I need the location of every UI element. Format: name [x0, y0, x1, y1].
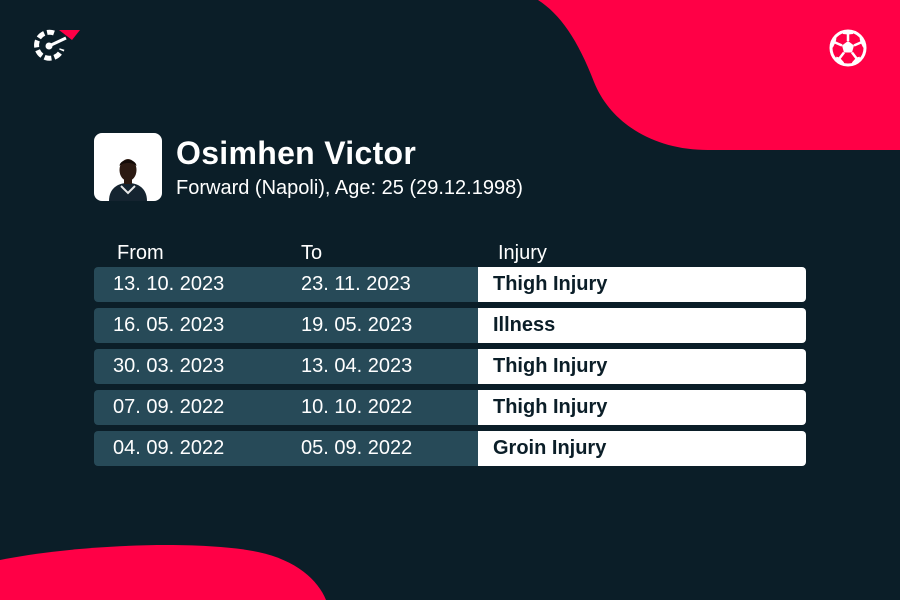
player-photo — [94, 133, 162, 201]
row-injury: Thigh Injury — [478, 349, 806, 384]
to-date: 10. 10. 2022 — [301, 396, 413, 418]
player-silhouette-icon — [109, 159, 147, 201]
bottom-left-accent-shape — [0, 545, 326, 600]
player-details: Forward (Napoli), Age: 25 (29.12.1998) — [176, 177, 523, 199]
injury-type: Groin Injury — [493, 437, 607, 459]
to-date: 05. 09. 2022 — [301, 437, 413, 459]
table-row: 04. 09. 2022 05. 09. 2022 Groin Injury — [94, 431, 806, 466]
table-row: 13. 10. 2023 23. 11. 2023 Thigh Injury — [94, 267, 806, 302]
injury-type: Thigh Injury — [493, 355, 608, 377]
row-injury: Groin Injury — [478, 431, 806, 466]
injury-type: Thigh Injury — [493, 273, 608, 295]
row-dates: 16. 05. 2023 19. 05. 2023 — [94, 308, 478, 343]
injury-type: Thigh Injury — [493, 396, 608, 418]
row-dates: 13. 10. 2023 23. 11. 2023 — [94, 267, 478, 302]
column-header-injury: Injury — [498, 242, 547, 264]
from-date: 13. 10. 2023 — [113, 273, 225, 295]
to-date: 19. 05. 2023 — [301, 314, 413, 336]
from-date: 07. 09. 2022 — [113, 396, 225, 418]
row-dates: 30. 03. 2023 13. 04. 2023 — [94, 349, 478, 384]
row-injury: Thigh Injury — [478, 390, 806, 425]
table-row: 07. 09. 2022 10. 10. 2022 Thigh Injury — [94, 390, 806, 425]
to-date: 23. 11. 2023 — [301, 273, 411, 295]
row-dates: 04. 09. 2022 05. 09. 2022 — [94, 431, 478, 466]
row-injury: Thigh Injury — [478, 267, 806, 302]
column-header-to: To — [301, 242, 323, 264]
row-injury: Illness — [478, 308, 806, 343]
row-dates: 07. 09. 2022 10. 10. 2022 — [94, 390, 478, 425]
column-header-from: From — [117, 242, 164, 264]
from-date: 16. 05. 2023 — [113, 314, 225, 336]
football-icon — [829, 29, 867, 67]
to-date: 13. 04. 2023 — [301, 355, 413, 377]
from-date: 30. 03. 2023 — [113, 355, 225, 377]
table-header: From To Injury — [0, 242, 900, 266]
table-row: 16. 05. 2023 19. 05. 2023 Illness — [94, 308, 806, 343]
injury-table: 13. 10. 2023 23. 11. 2023 Thigh Injury 1… — [94, 267, 806, 472]
player-info: Osimhen Victor Forward (Napoli), Age: 25… — [176, 134, 523, 200]
player-name: Osimhen Victor — [176, 135, 417, 171]
table-row: 30. 03. 2023 13. 04. 2023 Thigh Injury — [94, 349, 806, 384]
injury-type: Illness — [493, 314, 556, 336]
flashscore-logo-icon — [34, 29, 80, 61]
player-header: Osimhen Victor Forward (Napoli), Age: 25… — [94, 133, 523, 201]
top-right-accent-shape — [538, 0, 900, 150]
from-date: 04. 09. 2022 — [113, 437, 225, 459]
